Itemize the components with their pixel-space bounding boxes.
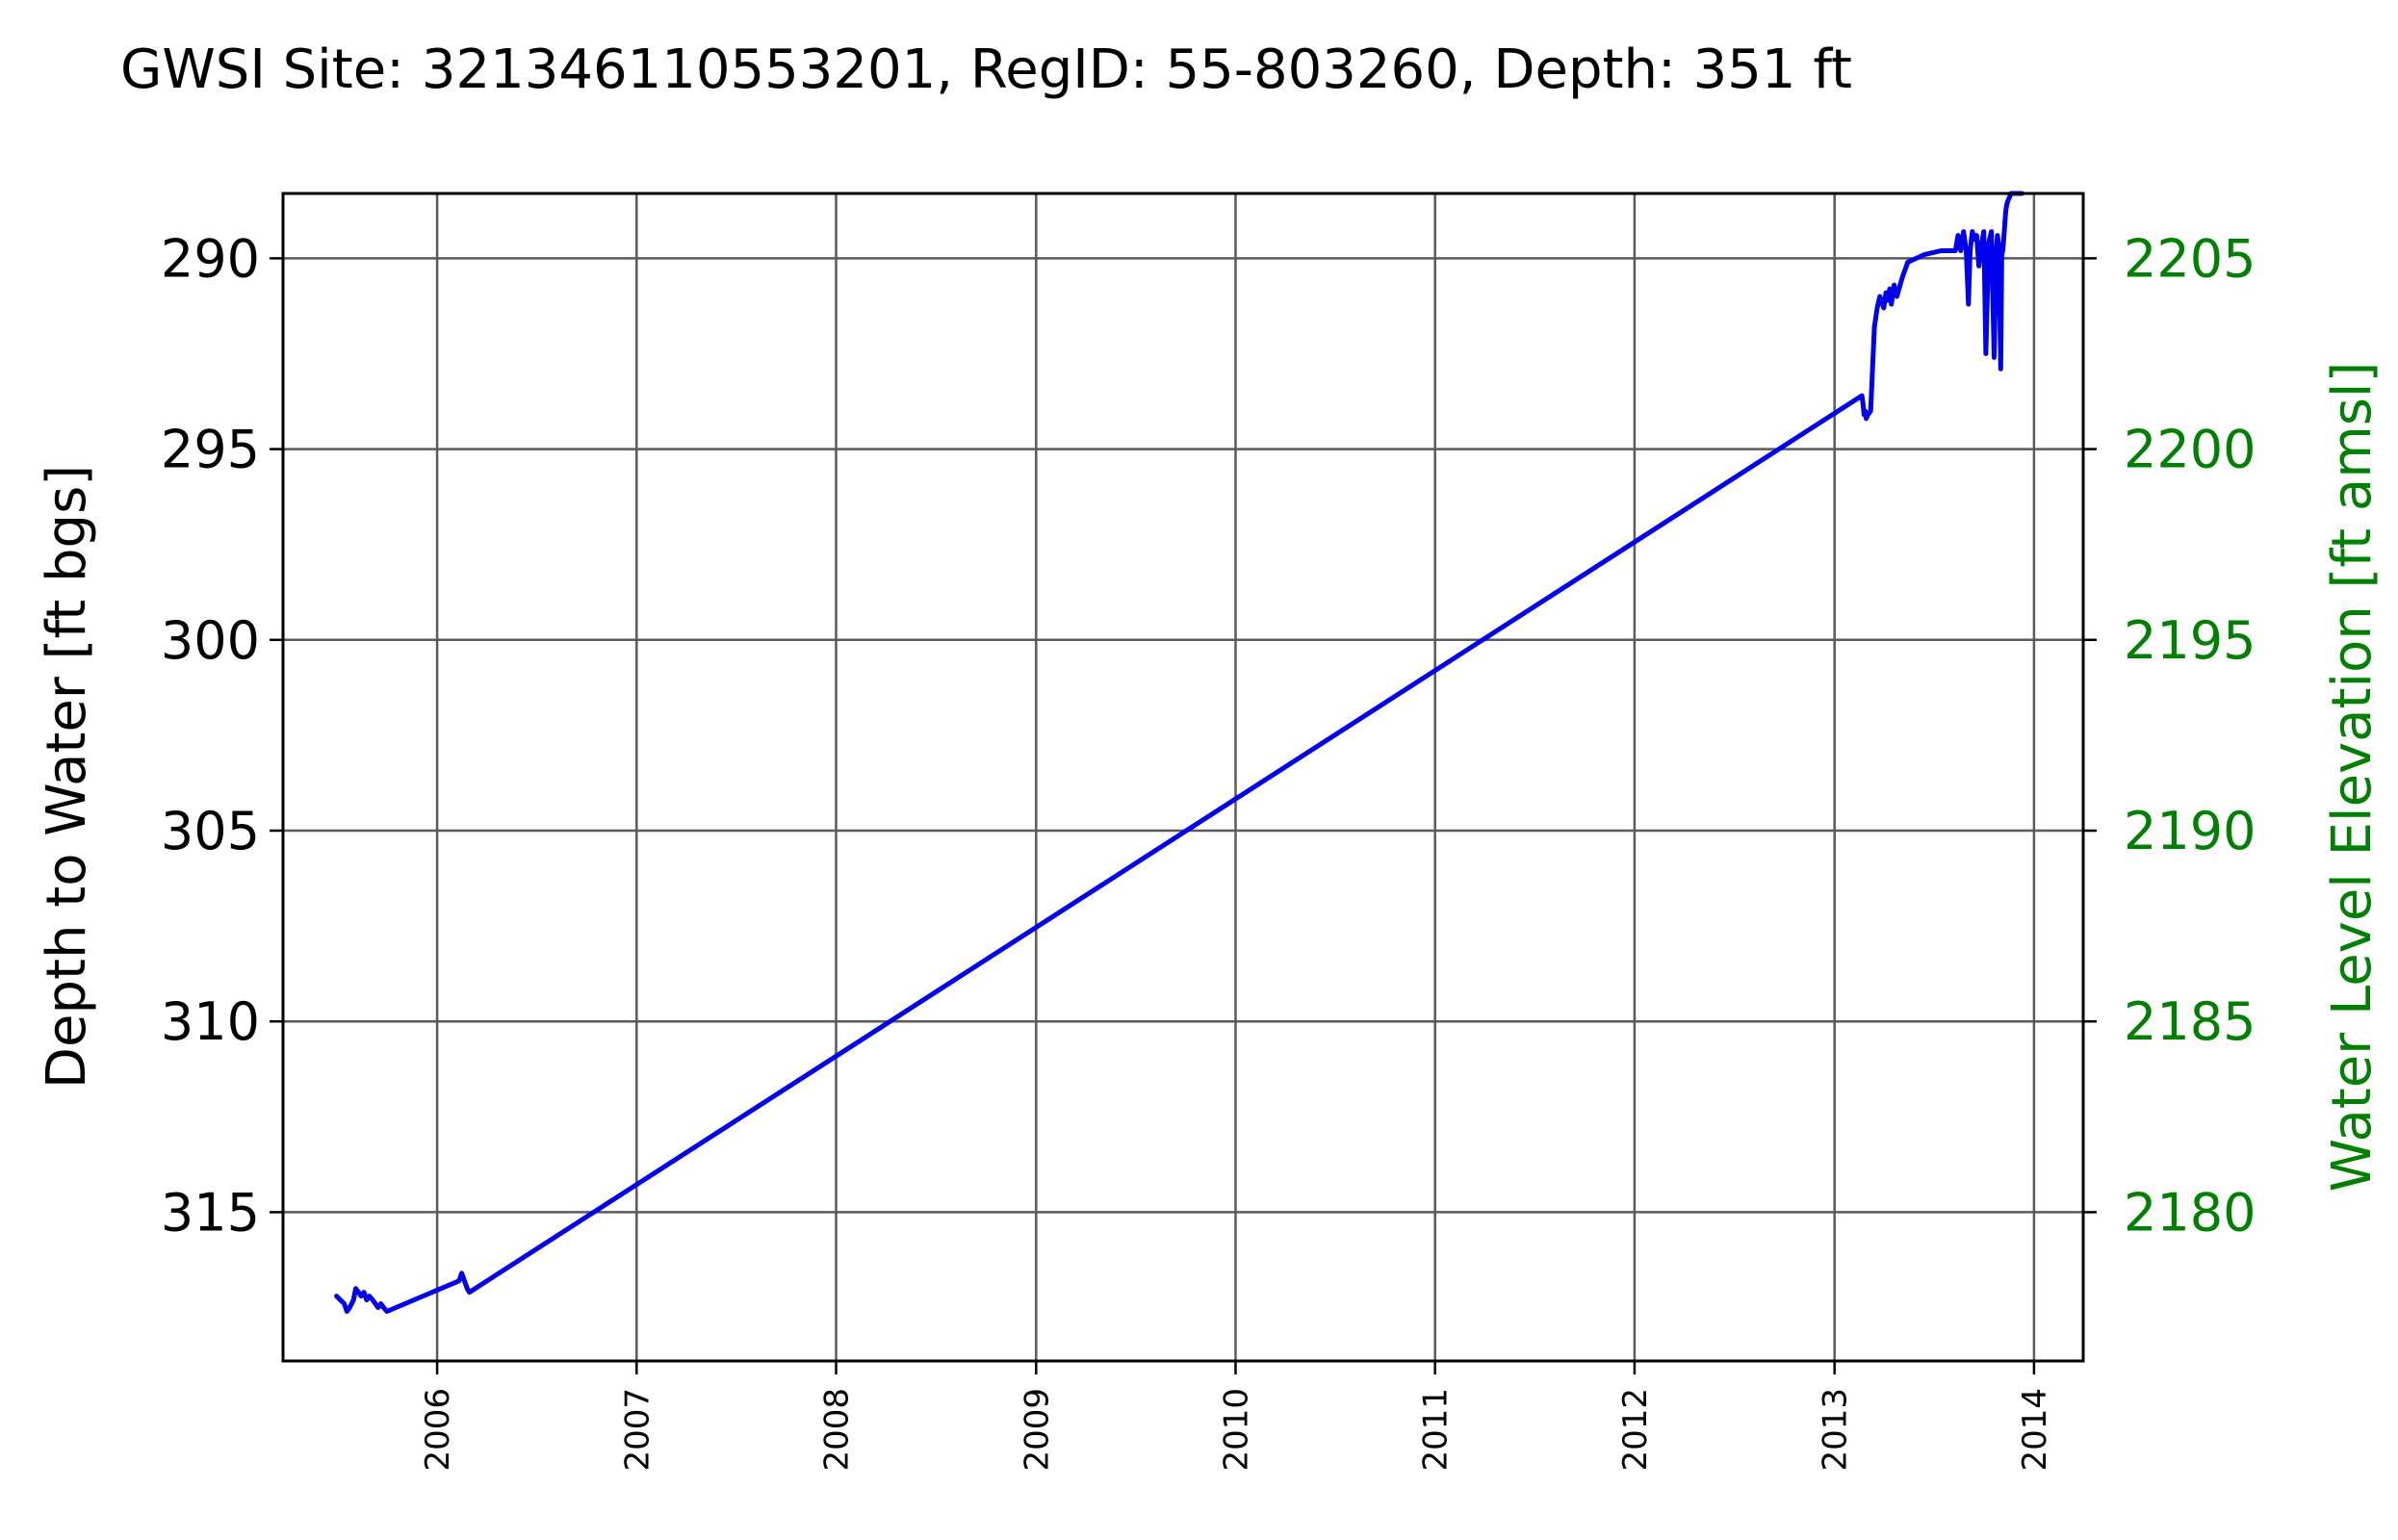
x-tick-label: 2010 [1217,1388,1255,1472]
chart-title: GWSI Site: 321346110553201, RegID: 55-80… [120,38,1852,101]
right-tick-label: 2205 [2124,228,2256,289]
x-tick-label: 2008 [818,1388,857,1472]
x-tick-label: 2011 [1417,1388,1456,1472]
left-tick-label: 310 [161,991,260,1052]
plot-frame [281,192,2085,1363]
left-tick-label: 290 [161,228,260,289]
x-tick-label: 2006 [419,1388,457,1472]
left-tick-label: 315 [161,1182,260,1243]
x-gridlines [435,193,2036,1361]
depth-series-line [334,191,2024,1314]
x-tick-label: 2014 [2016,1388,2054,1472]
x-tick-label: 2012 [1616,1388,1655,1472]
left-tick-label: 300 [161,610,260,671]
right-tick-label: 2185 [2124,991,2256,1052]
y-gridlines [283,257,2083,1214]
left-tick-label: 295 [161,420,260,480]
x-tick-label: 2009 [1018,1388,1056,1472]
left-tick-label: 305 [161,801,260,861]
y-axis-label: Depth to Water [ft bgs] [36,465,98,1089]
left-axis-ticks: 290 295 300 305 310 315 [161,228,283,1243]
x-tick-label: 2007 [618,1388,657,1472]
right-tick-label: 2190 [2124,801,2256,861]
right-tick-label: 2180 [2124,1182,2256,1243]
right-axis-ticks: 2205 2200 2195 2190 2185 2180 [2083,228,2256,1243]
right-tick-label: 2195 [2124,610,2256,671]
right-axis-label: Water Level Elevation [ft amsl] [2321,362,2384,1193]
x-tick-label: 2013 [1817,1388,1855,1472]
x-axis-ticks: 2006 2007 2008 2009 2010 2011 2012 2013 2014 [419,1361,2054,1472]
right-tick-label: 2200 [2124,420,2256,480]
